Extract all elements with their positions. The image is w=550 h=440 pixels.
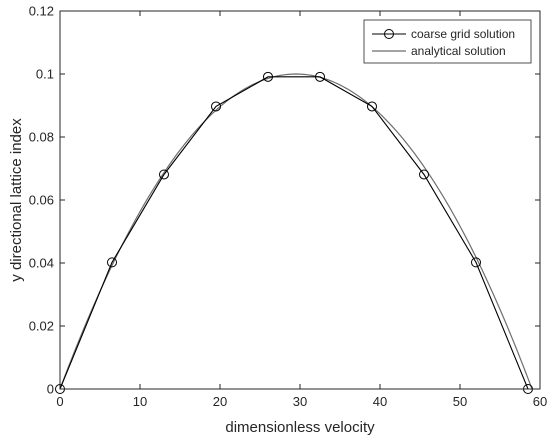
x-tick-label: 20 <box>213 394 227 409</box>
y-tick-label: 0.08 <box>29 130 54 145</box>
series-coarse-line <box>59 76 529 390</box>
y-tick-label: 0.1 <box>36 67 54 82</box>
coarse-point-marker <box>315 71 325 82</box>
coarse-point-marker <box>419 169 429 180</box>
series-layer <box>55 71 533 394</box>
y-tick-label: 0.06 <box>29 193 54 208</box>
legend-coarse-marker <box>384 29 394 39</box>
coarse-point-marker <box>159 169 169 180</box>
coarse-point-marker <box>471 257 481 268</box>
x-tick-label: 60 <box>533 394 547 409</box>
coarse-point-marker <box>107 257 117 268</box>
y-tick-label: 0.12 <box>29 4 54 19</box>
y-tick-label: 0.04 <box>29 256 54 271</box>
coarse-point-marker <box>263 71 273 82</box>
y-tick-label: 0 <box>47 382 54 397</box>
legend-box <box>363 19 532 64</box>
x-tick-label: 40 <box>373 394 387 409</box>
legend: coarse grid solution analytical solution <box>363 19 532 64</box>
legend-label-analytical: analytical solution <box>411 44 506 58</box>
axes-layer: 0 10 20 30 40 50 60 0 0.02 0.04 0.06 0.08 0.1 0.12 <box>29 4 548 410</box>
coarse-point-marker <box>211 101 221 112</box>
y-axis-label: y directional lattice index <box>8 118 25 282</box>
x-tick-label: 50 <box>453 394 467 409</box>
y-tick-label: 0.02 <box>29 319 54 334</box>
x-tick-label: 30 <box>293 394 307 409</box>
x-tick-label: 10 <box>133 394 147 409</box>
x-axis-label: dimensionless velocity <box>225 419 375 436</box>
series-analytical-line <box>59 73 533 390</box>
legend-label-coarse: coarse grid solution <box>411 27 515 41</box>
x-tick-label: 0 <box>56 394 63 409</box>
coarse-point-marker <box>367 101 377 112</box>
plot-area <box>60 11 540 389</box>
